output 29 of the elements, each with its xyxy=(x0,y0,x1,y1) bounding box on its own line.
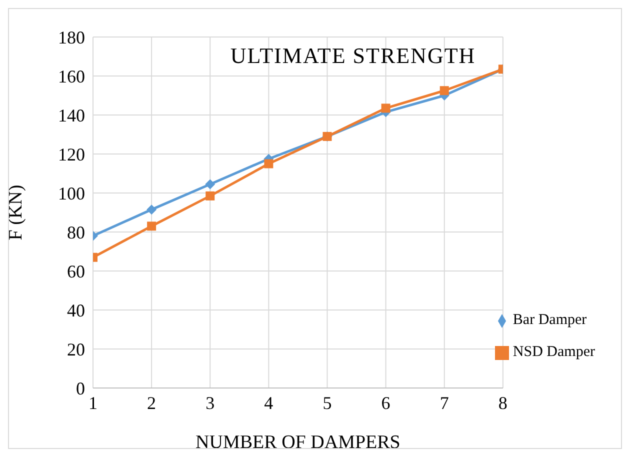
x-tick-label: 3 xyxy=(206,392,215,413)
y-tick-label: 160 xyxy=(58,66,85,86)
point xyxy=(381,104,390,113)
point xyxy=(440,86,449,96)
x-tick-label: 7 xyxy=(440,392,449,413)
y-tick-label: 60 xyxy=(67,261,85,282)
x-tick-label: 6 xyxy=(381,392,390,413)
legend-label: Bar Damper xyxy=(512,312,587,328)
y-tick-label: 40 xyxy=(67,300,85,320)
x-axis-title: NUMBER OF DAMPERS xyxy=(196,432,400,453)
y-tick-label: 0 xyxy=(76,378,85,398)
chart-title: ULTIMATE STRENGTH xyxy=(229,43,477,69)
y-tick-label: 140 xyxy=(58,105,85,126)
x-tick-label: 4 xyxy=(264,392,274,413)
point xyxy=(205,179,216,190)
x-tick-label: 8 xyxy=(498,392,508,413)
y-tick-label: 20 xyxy=(67,339,85,360)
y-tick-label: 80 xyxy=(67,222,85,242)
point xyxy=(147,222,156,231)
y-tick-label: 120 xyxy=(58,144,85,164)
x-tick-label: 2 xyxy=(147,392,156,413)
y-tick-label: 100 xyxy=(58,183,85,204)
x-tick-label: 5 xyxy=(322,392,332,413)
point xyxy=(264,159,274,168)
point xyxy=(146,204,157,215)
x-tick-label: 1 xyxy=(88,392,98,413)
y-tick-label: 180 xyxy=(58,27,85,48)
legend-label: NSD Damper xyxy=(512,344,595,360)
point xyxy=(206,191,215,200)
